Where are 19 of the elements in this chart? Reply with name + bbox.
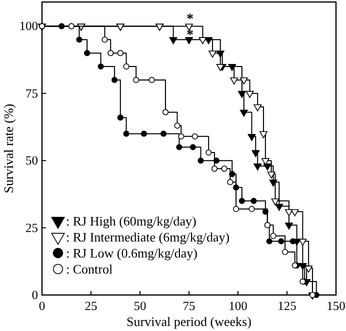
legend-label: : RJ Low (0.6mg/kg/day)	[66, 246, 198, 260]
x-tick-label: 50	[134, 299, 146, 313]
x-axis-title: Survival period (weeks)	[126, 314, 252, 329]
legend-label: : Control	[66, 262, 113, 276]
legend-label: : RJ Intermediate (6mg/kg/day)	[66, 230, 230, 244]
y-tick-label: 50	[26, 154, 38, 168]
legend-label: : RJ High (60mg/kg/day)	[66, 214, 196, 228]
x-tick-label: 75	[182, 299, 196, 313]
y-tick-label: 75	[26, 86, 38, 100]
x-tick-label: 150	[326, 299, 346, 313]
x-tick-label: 100	[228, 299, 248, 313]
annotation: *	[186, 28, 194, 43]
y-tick-label: 100	[19, 19, 38, 34]
x-tick-label: 25	[84, 299, 98, 313]
x-tick-label: 125	[278, 299, 296, 313]
y-axis-title: Survival rate (%)	[1, 104, 16, 194]
y-tick-label: 25	[26, 220, 38, 235]
annotation: *	[186, 12, 194, 27]
y-tick-label: 0	[32, 288, 38, 302]
